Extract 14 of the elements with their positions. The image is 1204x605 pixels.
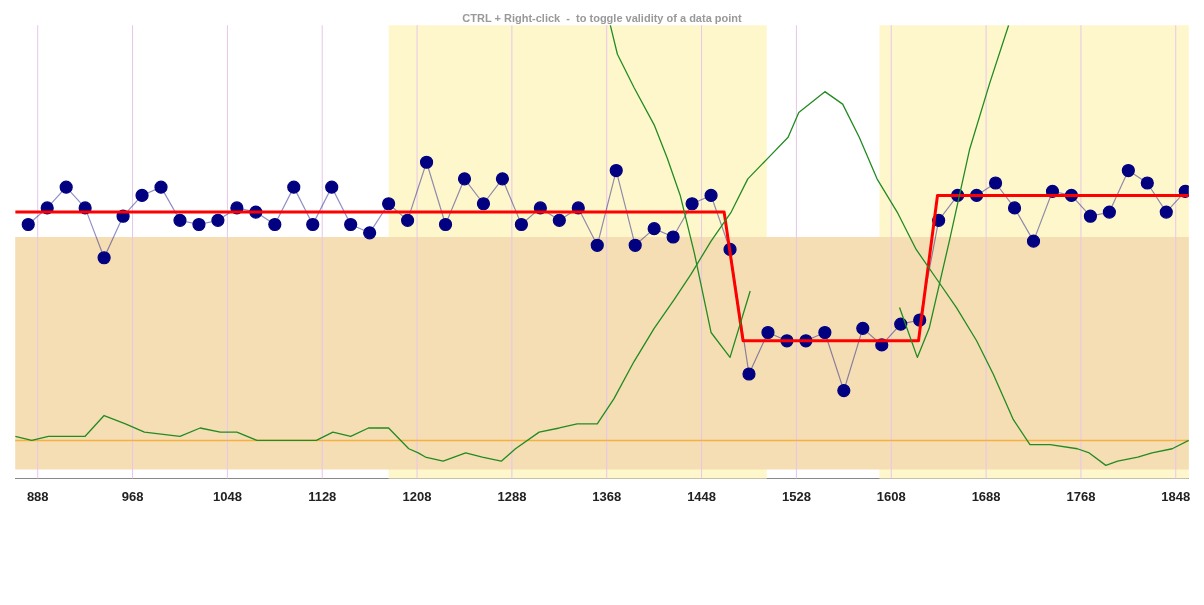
x-tick-label: 1448 bbox=[687, 488, 717, 504]
x-tick-label: 1288 bbox=[497, 488, 527, 504]
x-tick-label: 1208 bbox=[402, 488, 432, 504]
x-tick-label: 1848 bbox=[1161, 488, 1191, 504]
x-tick-label: 1128 bbox=[308, 488, 337, 504]
x-tick-label: 1688 bbox=[971, 488, 1001, 504]
chart-subtitle: CTRL + Right-click - to toggle validity of a data point bbox=[462, 11, 743, 24]
x-tick-label: 968 bbox=[121, 488, 144, 504]
x-tick-label: 1368 bbox=[592, 488, 622, 504]
x-tick-label: 1048 bbox=[212, 488, 242, 504]
x-tick-label: 1608 bbox=[876, 488, 906, 504]
x-tick-label: 888 bbox=[26, 488, 49, 504]
x-tick-label: 1768 bbox=[1066, 488, 1096, 504]
x-tick-label: 1528 bbox=[781, 488, 811, 504]
